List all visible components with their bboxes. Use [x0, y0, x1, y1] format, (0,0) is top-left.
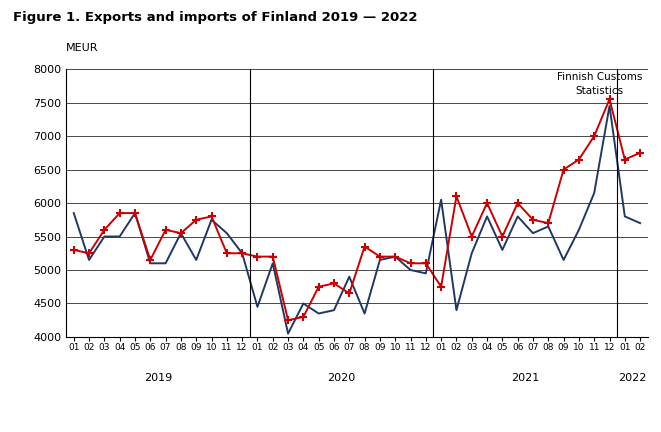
Text: Finnish Customs
Statistics: Finnish Customs Statistics: [557, 72, 642, 96]
Text: 2019: 2019: [144, 373, 172, 383]
Text: Figure 1. Exports and imports of Finland 2019 — 2022: Figure 1. Exports and imports of Finland…: [13, 11, 418, 24]
Text: 2022: 2022: [618, 373, 646, 383]
Text: 2021: 2021: [511, 373, 539, 383]
Text: 2020: 2020: [327, 373, 356, 383]
Text: MEUR: MEUR: [66, 43, 98, 53]
